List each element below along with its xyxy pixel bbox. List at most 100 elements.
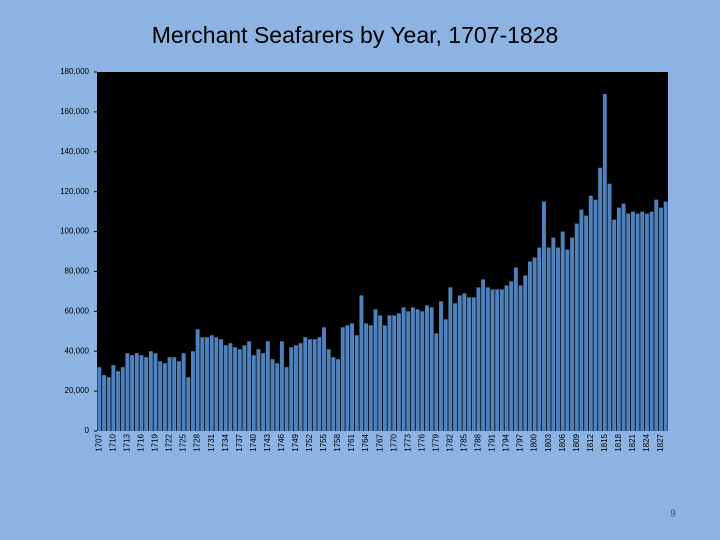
bar bbox=[209, 335, 214, 431]
bar bbox=[368, 325, 373, 431]
bar bbox=[130, 355, 135, 431]
x-tick-label: 1731 bbox=[207, 433, 216, 451]
x-tick-label: 1773 bbox=[403, 433, 412, 451]
bar bbox=[251, 355, 256, 431]
x-tick-label: 1800 bbox=[530, 433, 539, 451]
bar bbox=[97, 367, 102, 431]
bar bbox=[612, 219, 617, 431]
bar bbox=[429, 307, 434, 431]
bar bbox=[621, 203, 626, 431]
bar bbox=[546, 247, 551, 431]
bar bbox=[181, 353, 186, 431]
bar bbox=[195, 329, 200, 431]
bar bbox=[345, 325, 350, 431]
y-tick-label: 20,000 bbox=[65, 386, 90, 395]
bar bbox=[471, 297, 476, 431]
bar bbox=[523, 275, 528, 431]
x-tick-label: 1779 bbox=[431, 433, 440, 451]
bar bbox=[317, 337, 322, 431]
bar bbox=[139, 355, 144, 431]
y-tick-label: 160,000 bbox=[60, 107, 89, 116]
bar bbox=[481, 279, 486, 431]
bar bbox=[448, 287, 453, 431]
bar bbox=[256, 349, 261, 431]
y-tick-label: 140,000 bbox=[60, 147, 89, 156]
bar bbox=[504, 285, 509, 431]
bar bbox=[607, 183, 612, 431]
bar bbox=[396, 313, 401, 431]
bar bbox=[532, 257, 537, 431]
bar bbox=[434, 333, 439, 431]
x-tick-label: 1794 bbox=[502, 433, 511, 451]
y-tick-label: 0 bbox=[85, 426, 90, 435]
bar bbox=[275, 363, 280, 431]
x-tick-label: 1821 bbox=[628, 433, 637, 451]
bar bbox=[354, 335, 359, 431]
bar bbox=[499, 289, 504, 431]
bar bbox=[439, 301, 443, 431]
bar bbox=[242, 345, 247, 431]
bar bbox=[513, 267, 518, 431]
bar bbox=[467, 297, 472, 431]
bar bbox=[635, 213, 640, 431]
bar bbox=[116, 371, 121, 431]
bar bbox=[298, 343, 303, 431]
bar bbox=[186, 377, 191, 431]
bar bbox=[654, 199, 659, 431]
bar bbox=[223, 345, 228, 431]
bar bbox=[584, 215, 589, 431]
bar bbox=[265, 341, 270, 431]
bar bbox=[125, 353, 130, 431]
x-tick-label: 1785 bbox=[460, 433, 469, 451]
bar bbox=[462, 293, 467, 431]
x-tick-label: 1767 bbox=[375, 433, 384, 451]
bar bbox=[247, 341, 252, 431]
bar bbox=[579, 209, 584, 431]
bar bbox=[289, 347, 294, 431]
bar bbox=[214, 337, 219, 431]
bar bbox=[148, 351, 153, 431]
bar bbox=[518, 285, 523, 431]
bar bbox=[616, 207, 621, 431]
x-tick-label: 1737 bbox=[235, 433, 244, 451]
bar bbox=[167, 357, 172, 431]
bar bbox=[485, 287, 490, 431]
bar bbox=[570, 237, 575, 431]
bar bbox=[602, 93, 607, 431]
bar bbox=[284, 367, 289, 431]
bar bbox=[537, 247, 542, 431]
bar bbox=[588, 195, 593, 431]
bar bbox=[410, 307, 415, 431]
bar bbox=[312, 339, 317, 431]
x-tick-label: 1788 bbox=[474, 433, 483, 451]
bar bbox=[387, 315, 392, 431]
x-tick-label: 1725 bbox=[179, 433, 188, 451]
x-tick-label: 1740 bbox=[249, 433, 258, 451]
x-tick-label: 1722 bbox=[165, 433, 174, 451]
x-tick-label: 1818 bbox=[614, 433, 623, 451]
bar bbox=[120, 367, 125, 431]
y-tick-label: 120,000 bbox=[60, 187, 89, 196]
bar bbox=[644, 213, 649, 431]
x-tick-label: 1770 bbox=[389, 433, 398, 451]
bar bbox=[350, 323, 355, 431]
x-tick-label: 1797 bbox=[516, 433, 525, 451]
bar bbox=[490, 289, 495, 431]
page-number: 9 bbox=[670, 509, 676, 520]
x-tick-label: 1749 bbox=[291, 433, 300, 451]
bar bbox=[392, 315, 397, 431]
bar bbox=[364, 323, 369, 431]
bar bbox=[111, 365, 116, 431]
bar bbox=[556, 247, 560, 431]
bar bbox=[598, 167, 603, 431]
bar bbox=[406, 311, 411, 431]
x-tick-label: 1782 bbox=[445, 433, 454, 451]
x-tick-label: 1806 bbox=[558, 433, 567, 451]
x-tick-label: 1776 bbox=[417, 433, 426, 451]
x-tick-label: 1827 bbox=[656, 433, 665, 451]
y-tick-label: 100,000 bbox=[60, 227, 89, 236]
bar bbox=[158, 361, 163, 431]
x-tick-label: 1761 bbox=[347, 433, 356, 451]
y-tick-label: 60,000 bbox=[65, 306, 90, 315]
bar bbox=[560, 231, 565, 431]
